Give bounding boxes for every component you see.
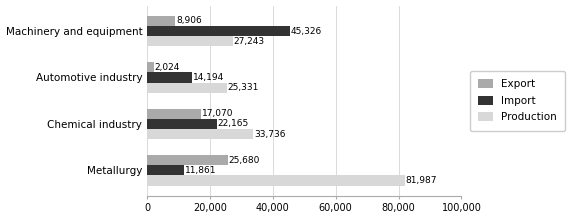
Legend: Export, Import, Production: Export, Import, Production — [470, 71, 565, 131]
Bar — [147, 83, 227, 93]
Text: 2,024: 2,024 — [154, 63, 180, 72]
Bar — [147, 62, 153, 72]
Text: 17,070: 17,070 — [202, 109, 233, 118]
Bar — [147, 155, 228, 165]
Bar — [147, 16, 175, 26]
Text: 14,194: 14,194 — [193, 73, 224, 82]
Bar — [147, 109, 201, 119]
Bar — [147, 119, 217, 129]
Bar — [147, 36, 233, 46]
Text: 25,680: 25,680 — [229, 155, 260, 164]
Bar — [147, 72, 192, 83]
Text: 33,736: 33,736 — [254, 130, 285, 139]
Bar — [147, 26, 289, 36]
Text: 81,987: 81,987 — [406, 176, 438, 185]
Text: 22,165: 22,165 — [218, 119, 249, 128]
Text: 27,243: 27,243 — [234, 37, 265, 46]
Text: 45,326: 45,326 — [291, 26, 322, 35]
Text: 8,906: 8,906 — [176, 16, 202, 25]
Text: 11,861: 11,861 — [185, 166, 217, 175]
Bar — [147, 175, 405, 185]
Bar — [147, 129, 253, 139]
Bar — [147, 165, 184, 175]
Text: 25,331: 25,331 — [228, 83, 259, 92]
